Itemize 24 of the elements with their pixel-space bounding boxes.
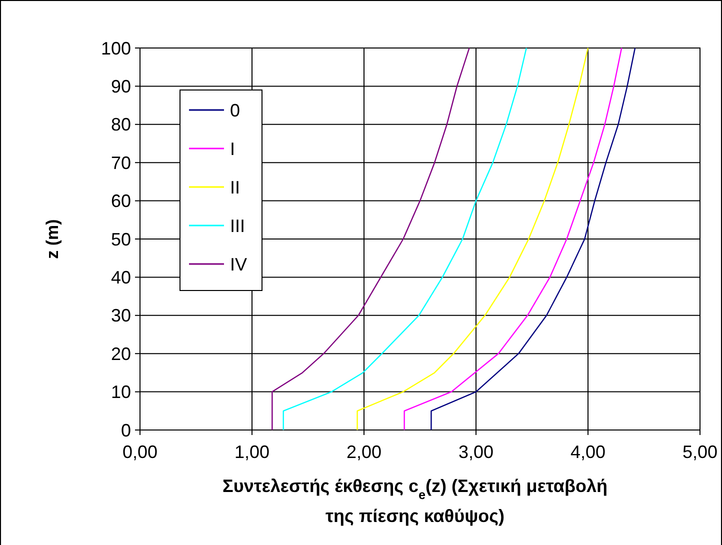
x-tick-label: 1,00 — [234, 442, 270, 462]
y-tick-label: 70 — [110, 152, 131, 173]
y-tick-label: 40 — [110, 268, 131, 288]
x-tick-label: 0,00 — [122, 442, 158, 462]
x-tick-label: 5,00 — [682, 442, 718, 462]
y-tick-label: 80 — [110, 114, 131, 135]
x-tick-label: 3,00 — [458, 442, 494, 462]
y-axis-title: z (m) — [43, 219, 62, 259]
x-axis-title: Συντελεστής έκθεσης c$_{e}$(z) (Σχετική μεταβολή της πίεσης καθύψος) — [222, 476, 608, 526]
y-tick-label: 10 — [110, 382, 131, 402]
y-tick-label: 90 — [110, 76, 131, 96]
y-tick-label: 100 — [100, 38, 131, 58]
legend-label: IV — [230, 254, 248, 274]
y-tick-label: 20 — [110, 344, 131, 364]
x-tick-label: 4,00 — [570, 442, 606, 462]
legend-label: 0 — [230, 100, 240, 120]
y-tick-label: 30 — [110, 306, 131, 326]
y-tick-label: 50 — [110, 229, 131, 250]
legend-label: II — [230, 177, 240, 198]
legend-label: III — [230, 216, 246, 236]
x-tick-label: 2,00 — [346, 442, 382, 462]
y-tick-label: 0 — [120, 420, 131, 440]
y-tick-label: 60 — [110, 191, 131, 212]
legend-label: I — [230, 138, 236, 159]
